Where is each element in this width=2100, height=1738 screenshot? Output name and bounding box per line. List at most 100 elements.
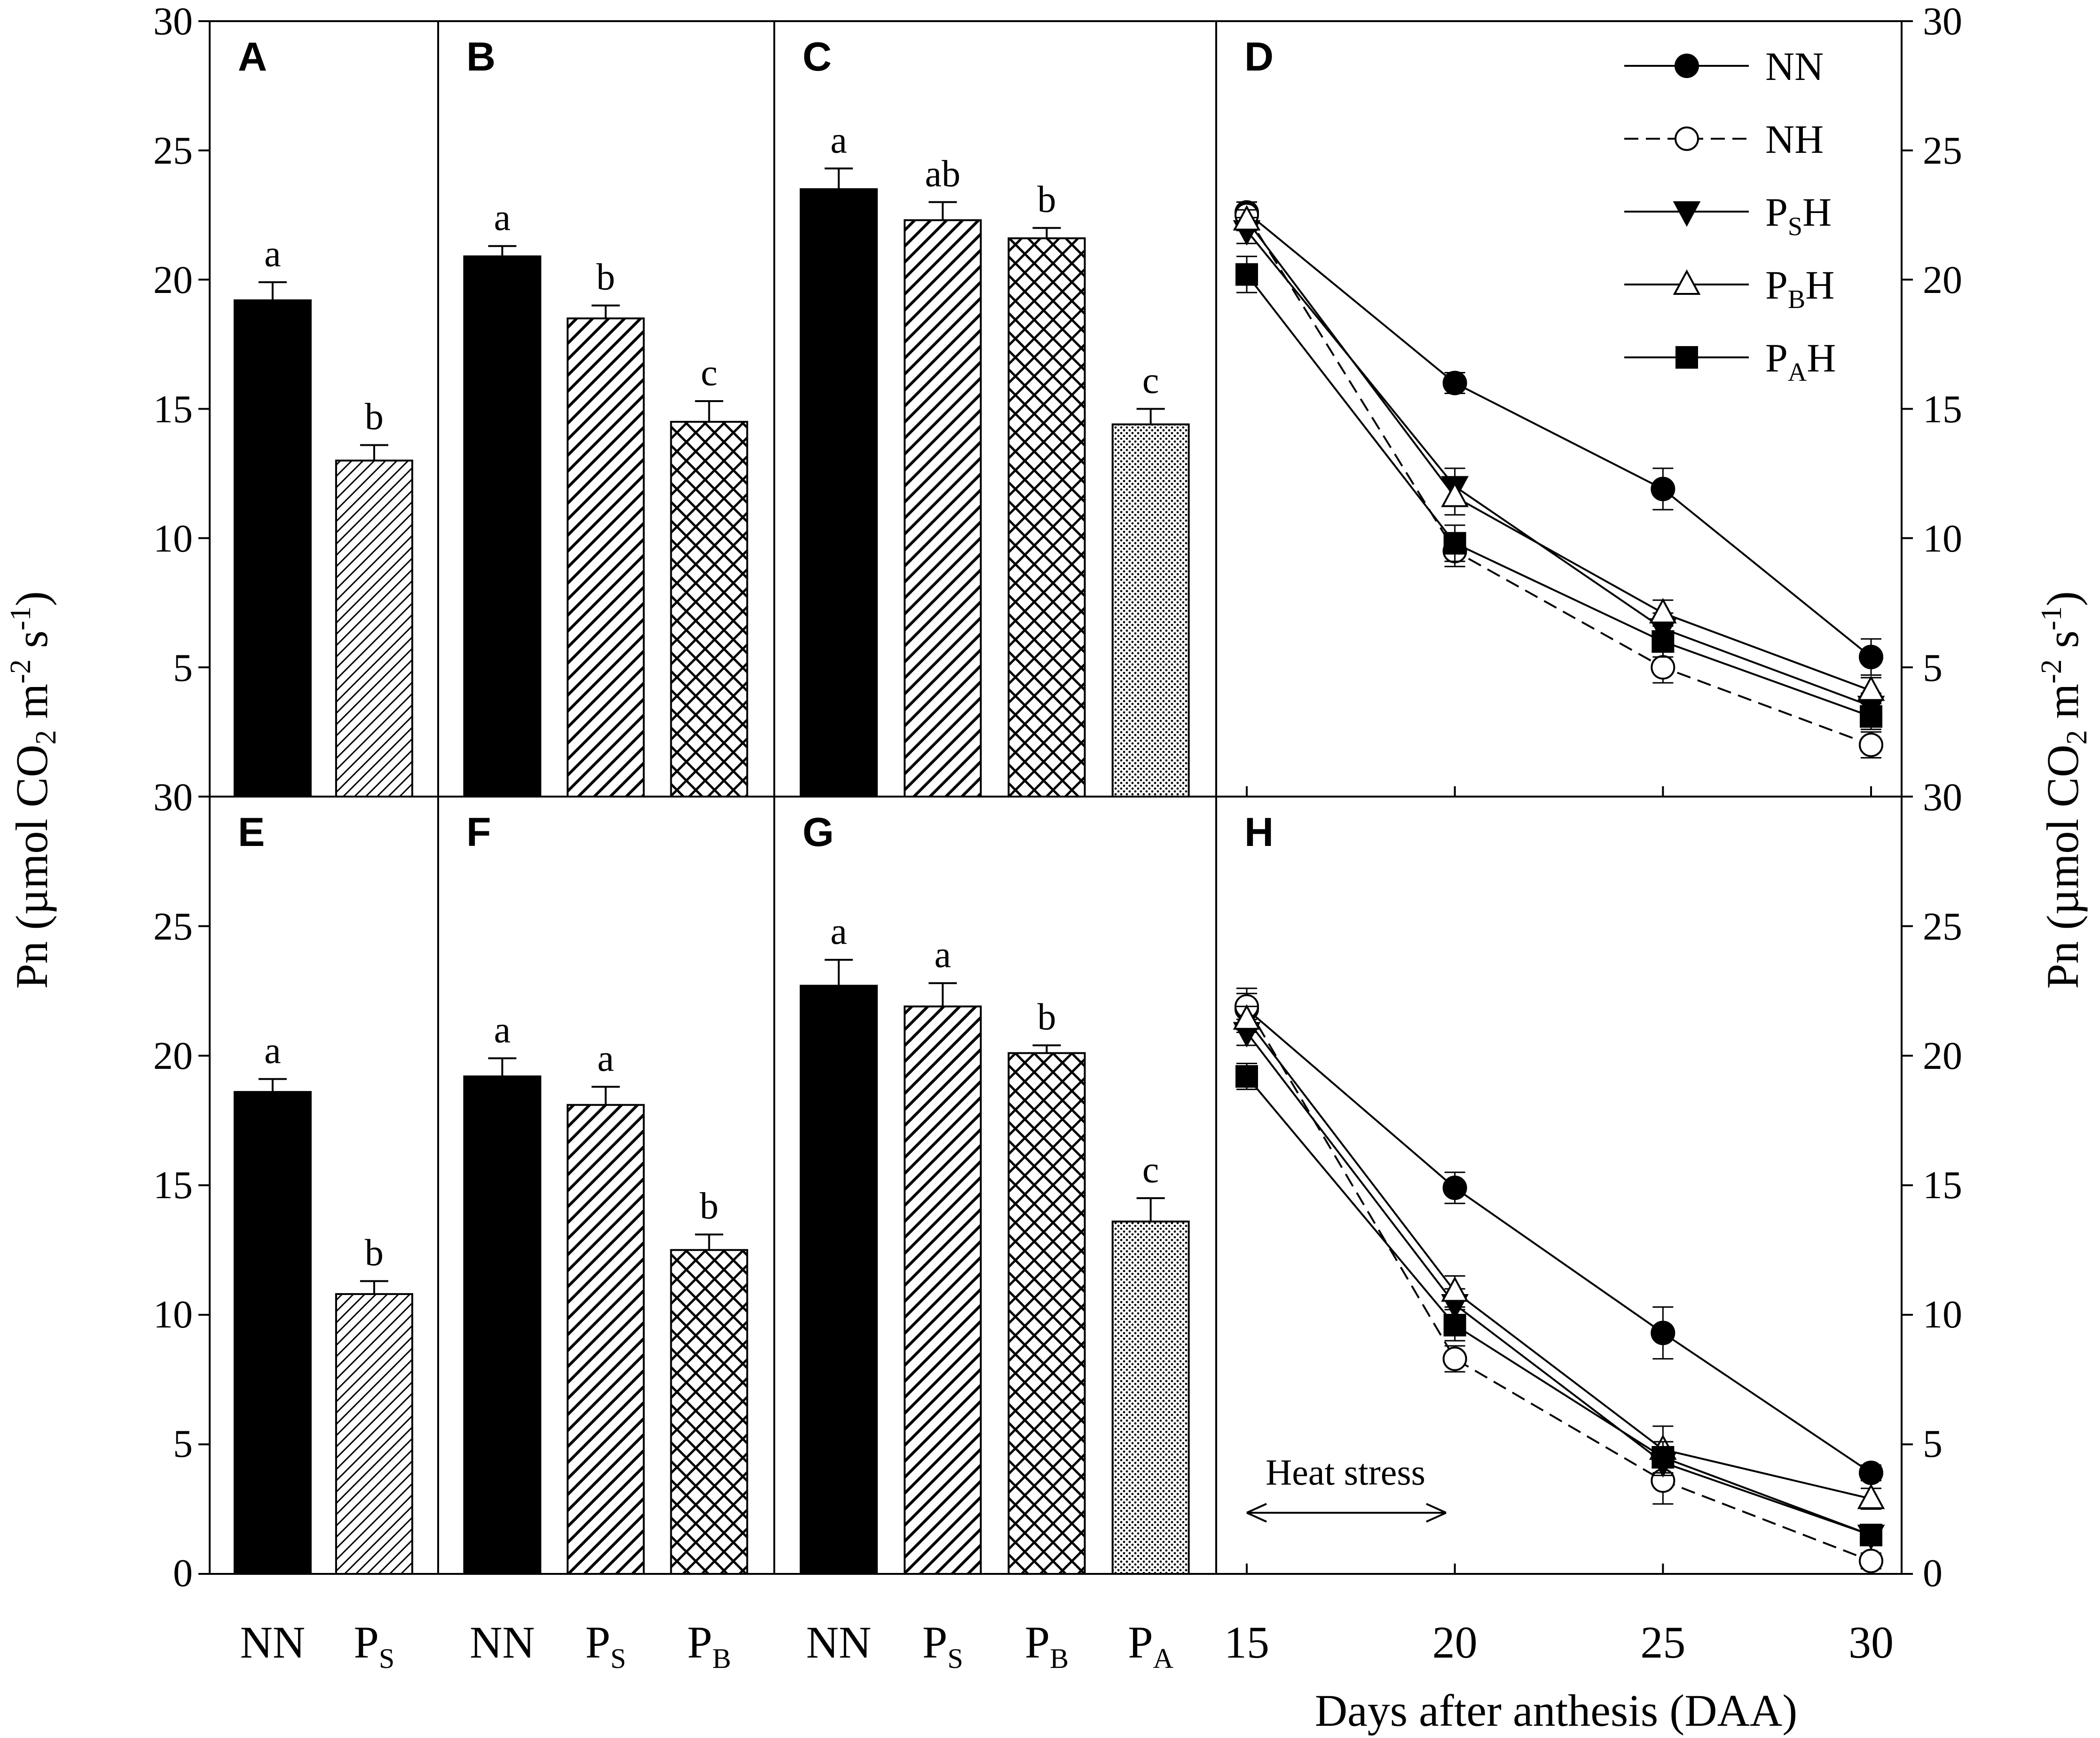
- series-line: [1246, 1032, 1872, 1536]
- heat-stress-annotation: Heat stress: [1246, 1452, 1447, 1523]
- marker-nh: [1442, 1346, 1467, 1371]
- bar-a-1: [335, 459, 413, 798]
- marker-pbh: [1233, 205, 1261, 231]
- heat-stress-arrowhead-right: [1426, 1503, 1447, 1523]
- bar-c-0: [800, 188, 878, 798]
- x-tick-label: 15: [1224, 1617, 1269, 1667]
- right-tick-label: 10: [1923, 517, 1962, 561]
- significance-label: a: [264, 233, 281, 275]
- left-tick-label: 0: [173, 1551, 193, 1595]
- series-line: [1246, 1019, 1872, 1500]
- panel-letter: A: [238, 34, 267, 79]
- series-line: [1246, 220, 1872, 692]
- bar-g-1: [904, 1005, 982, 1575]
- right-tick-label: 20: [1923, 258, 1962, 302]
- marker-pah: [1235, 1065, 1258, 1088]
- marker-pbh: [1441, 482, 1469, 507]
- bar-a-0: [233, 299, 312, 798]
- category-label: PS: [354, 1617, 395, 1674]
- series-pbh: [1233, 205, 1885, 704]
- marker-pah: [1235, 263, 1258, 286]
- panel-letter: B: [466, 34, 496, 79]
- right-tick-label: 25: [1923, 905, 1962, 948]
- panel-f: Fa NN a PS b PB: [437, 796, 775, 1674]
- series-nn: [1235, 988, 1883, 1485]
- series-pah: [1235, 255, 1882, 730]
- series-line: [1246, 214, 1872, 746]
- bar-b-1: [566, 317, 645, 798]
- marker-pbh: [1673, 269, 1701, 295]
- panel-letter: E: [238, 810, 265, 855]
- marker-pbh: [1857, 1484, 1885, 1509]
- marker-pah: [1652, 630, 1675, 653]
- marker-nn: [1859, 645, 1883, 670]
- significance-label: b: [1037, 996, 1056, 1038]
- marker-nh: [1651, 655, 1675, 680]
- x-tick-label: 30: [1848, 1617, 1894, 1667]
- marker-pah: [1443, 1314, 1466, 1337]
- panel-e: Ea NN b PS: [198, 796, 439, 1674]
- bar-c-1: [904, 219, 982, 798]
- panel-letter: C: [802, 34, 832, 79]
- significance-label: c: [1142, 1149, 1159, 1191]
- marker-pah: [1443, 532, 1466, 555]
- marker-pah: [1675, 346, 1698, 369]
- marker-nn: [1442, 371, 1467, 395]
- panel-d: D NN NH PSH PBH PAH: [1215, 20, 1913, 798]
- marker-pbh: [1649, 598, 1677, 624]
- left-tick-label: 25: [153, 129, 193, 173]
- marker-psh: [1673, 201, 1701, 227]
- right-tick-label: 30: [1923, 775, 1962, 819]
- panel-c: Ca ab b c: [773, 20, 1217, 798]
- marker-nn: [1859, 1461, 1883, 1485]
- left-tick-label: 10: [153, 1293, 193, 1336]
- marker-nh: [1675, 126, 1699, 151]
- marker-pbh: [1857, 675, 1885, 701]
- marker-pbh: [1233, 1004, 1261, 1030]
- x-tick-label: 20: [1432, 1617, 1478, 1667]
- left-tick-label: 5: [173, 646, 193, 690]
- marker-nn: [1651, 476, 1675, 501]
- significance-label: a: [830, 119, 847, 161]
- left-tick-label: 20: [153, 1034, 193, 1078]
- marker-nh: [1859, 1548, 1883, 1573]
- significance-label: a: [598, 1038, 614, 1079]
- category-label: PS: [585, 1617, 626, 1674]
- right-tick-label: 5: [1923, 646, 1943, 690]
- bar-f-0: [463, 1075, 542, 1575]
- bar-f-1: [566, 1104, 645, 1575]
- legend-label: PAH: [1765, 335, 1836, 387]
- heat-stress-label: Heat stress: [1266, 1452, 1425, 1493]
- significance-label: b: [365, 396, 384, 437]
- series-line: [1246, 274, 1872, 718]
- category-label: NN: [806, 1617, 872, 1667]
- right-tick-label: 5: [1923, 1422, 1943, 1466]
- series-line: [1246, 212, 1872, 658]
- left-tick-label: 30: [153, 0, 193, 43]
- marker-pah: [1860, 705, 1882, 728]
- right-tick-label: 0: [1923, 1551, 1943, 1595]
- legend-label: PBH: [1765, 262, 1834, 314]
- panel-letter: F: [466, 810, 491, 855]
- panel-letter: H: [1244, 810, 1274, 855]
- series-line: [1246, 1075, 1872, 1536]
- significance-label: a: [264, 1030, 281, 1072]
- significance-label: c: [1142, 360, 1159, 402]
- significance-label: a: [494, 197, 511, 238]
- right-tick-label: 20: [1923, 1034, 1962, 1078]
- category-label: PS: [922, 1617, 963, 1674]
- marker-pah: [1652, 1446, 1675, 1469]
- bar-e-0: [233, 1091, 312, 1575]
- panel-a: Aa b: [198, 20, 439, 798]
- marker-nh: [1859, 733, 1883, 758]
- significance-label: c: [701, 352, 718, 394]
- category-label: PB: [687, 1617, 731, 1674]
- bar-b-2: [670, 420, 748, 798]
- bar-g-2: [1007, 1052, 1086, 1575]
- category-label: PA: [1128, 1617, 1173, 1674]
- legend: NN NH PSH PBH PAH: [1624, 44, 1836, 387]
- right-tick-label: 15: [1923, 1163, 1962, 1207]
- bar-g-3: [1111, 1220, 1190, 1575]
- x-tick-label: 25: [1640, 1617, 1685, 1667]
